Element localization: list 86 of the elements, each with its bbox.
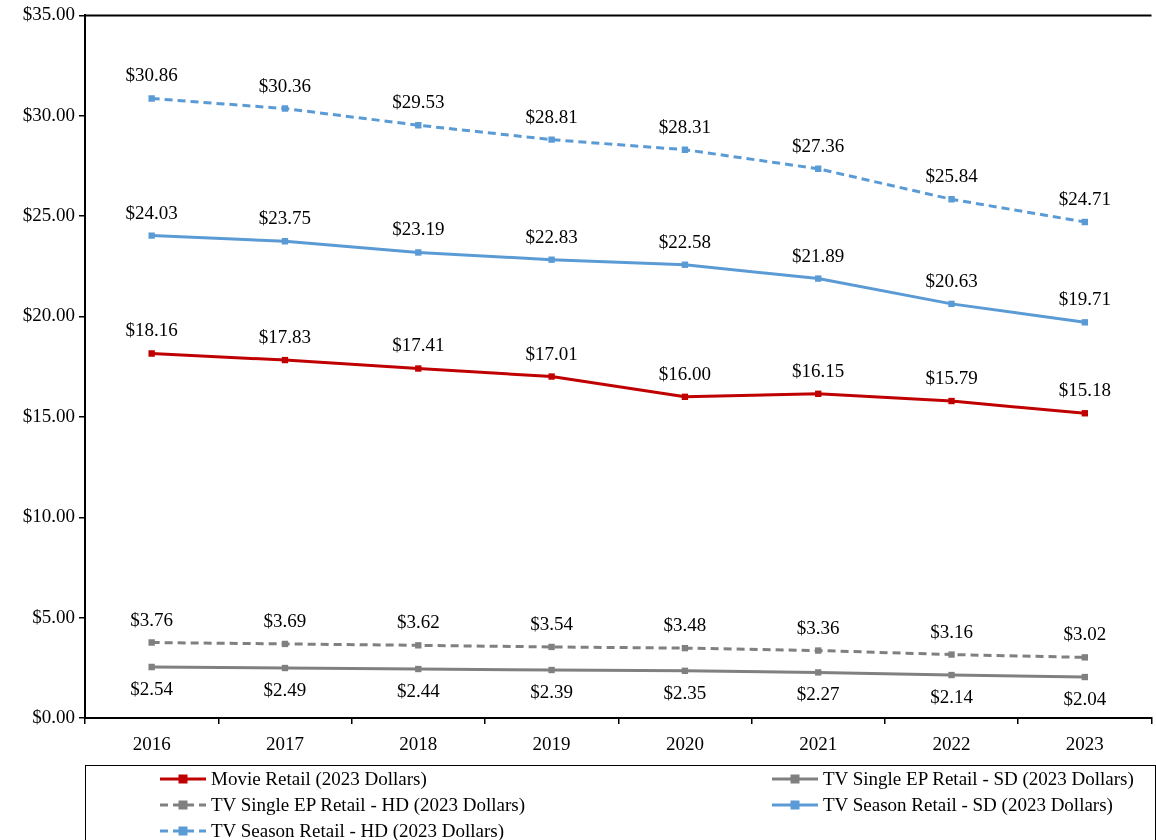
- data-label: $29.53: [392, 91, 445, 113]
- point: [148, 232, 155, 239]
- data-label: $20.63: [925, 269, 978, 291]
- data-label: $3.02: [1063, 623, 1107, 645]
- point: [815, 647, 822, 654]
- data-label: $22.83: [525, 225, 578, 247]
- data-label: $2.44: [396, 680, 441, 701]
- point: [948, 651, 955, 658]
- data-label: $3.54: [530, 612, 574, 634]
- data-label: $23.19: [392, 218, 445, 240]
- y-tick-label: $0.00: [32, 705, 75, 727]
- point: [1081, 319, 1089, 326]
- point: [548, 256, 555, 263]
- point: [148, 350, 155, 357]
- data-label: $3.69: [263, 609, 307, 631]
- point: [681, 644, 689, 652]
- point: [948, 196, 955, 203]
- data-label: $17.01: [525, 342, 578, 364]
- legend-label: TV Single EP Retail - SD (2023 Dollars): [823, 768, 1134, 790]
- x-tick-label: 2020: [665, 733, 704, 755]
- x-tick-label: 2017: [265, 733, 304, 755]
- point: [415, 642, 422, 649]
- data-label: $3.76: [130, 608, 174, 630]
- legend-label: TV Single EP Retail - HD (2023 Dollars): [211, 794, 525, 816]
- data-label: $30.86: [125, 64, 178, 86]
- x-tick-label: 2021: [799, 733, 838, 755]
- data-label: $2.04: [1063, 688, 1107, 710]
- y-tick-label: $25.00: [22, 204, 75, 226]
- y-tick-label: $30.00: [22, 103, 75, 125]
- point: [548, 373, 555, 380]
- x-tick-label: 2023: [1065, 733, 1104, 755]
- x-tick-label: 2016: [132, 733, 171, 755]
- y-tick-label: $10.00: [22, 505, 75, 527]
- y-tick-label: $20.00: [22, 304, 75, 326]
- point: [415, 365, 422, 372]
- data-label: $21.89: [792, 244, 845, 266]
- data-label: $27.36: [792, 134, 845, 156]
- point: [548, 643, 555, 651]
- data-label: $16.00: [658, 362, 712, 384]
- point: [548, 666, 555, 674]
- point: [148, 663, 155, 671]
- data-label: $18.16: [125, 319, 178, 341]
- data-label: $28.81: [525, 105, 578, 127]
- y-tick-label: $5.00: [32, 605, 75, 627]
- data-label: $2.39: [530, 681, 573, 703]
- data-label: $25.84: [925, 165, 979, 187]
- data-label: $3.48: [663, 614, 707, 636]
- point: [548, 136, 555, 143]
- data-label: $2.14: [930, 686, 974, 708]
- x-tick-label: 2022: [932, 733, 971, 755]
- data-label: $2.54: [130, 678, 174, 699]
- data-label: $2.27: [796, 683, 840, 705]
- data-label: $15.18: [1058, 379, 1111, 401]
- data-label: $24.71: [1058, 187, 1111, 209]
- data-label: $2.35: [663, 681, 707, 703]
- point: [281, 105, 289, 112]
- x-tick-label: 2018: [399, 733, 438, 755]
- data-label: $17.41: [392, 334, 445, 356]
- data-label: $24.03: [125, 201, 178, 223]
- data-label: $2.49: [263, 679, 307, 700]
- point: [815, 275, 822, 282]
- data-label: $3.16: [930, 620, 973, 642]
- data-label: $28.31: [658, 115, 712, 137]
- data-label: $3.36: [796, 616, 840, 638]
- point: [948, 671, 955, 679]
- point: [948, 397, 955, 405]
- legend-label: Movie Retail (2023 Dollars): [211, 768, 427, 790]
- data-label: $19.71: [1058, 288, 1111, 310]
- x-tick-label: 2019: [532, 733, 571, 755]
- point: [948, 300, 955, 308]
- data-label: $22.58: [658, 230, 712, 252]
- data-label: $16.15: [792, 359, 845, 381]
- point: [1081, 654, 1089, 661]
- data-label: $17.83: [258, 326, 312, 348]
- data-label: $23.75: [258, 207, 312, 229]
- point: [281, 356, 289, 364]
- data-label: $15.79: [925, 367, 978, 389]
- y-tick-label: $35.00: [22, 3, 75, 25]
- point: [148, 639, 155, 646]
- data-label: $3.62: [396, 611, 440, 633]
- legend-label: TV Season Retail - SD (2023 Dollars): [823, 794, 1113, 816]
- point: [415, 249, 422, 256]
- point: [815, 669, 822, 676]
- data-label: $30.36: [258, 74, 312, 96]
- point: [148, 95, 155, 102]
- y-tick-label: $15.00: [22, 404, 75, 426]
